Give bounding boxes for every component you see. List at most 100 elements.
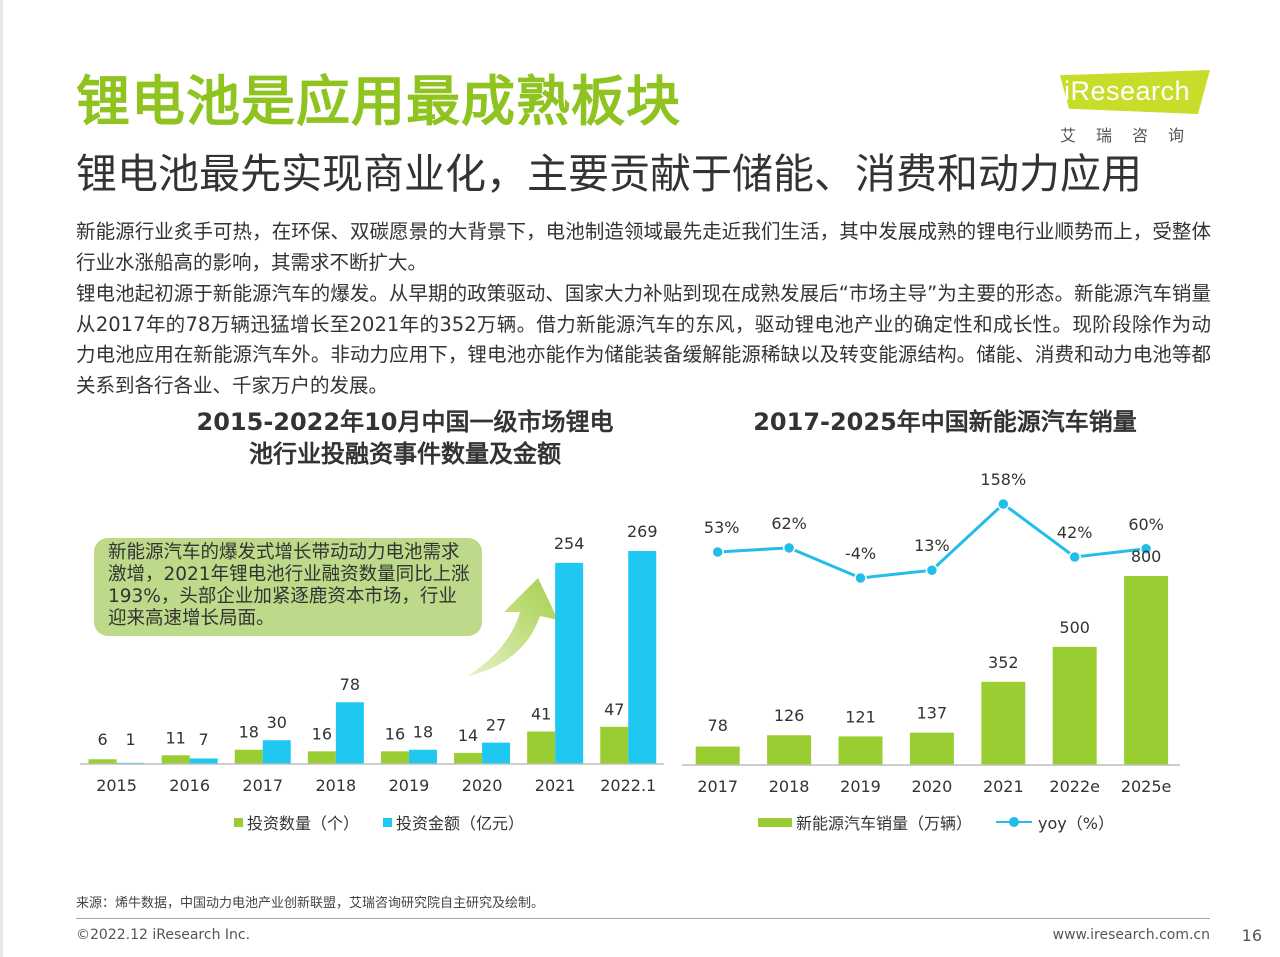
chart2-legend: 新能源汽车销量（万辆） yoy（%） bbox=[758, 810, 1138, 834]
intro-paragraph: 新能源行业炙手可热，在环保、双碳愿景的大背景下，电池制造领域最先走近我们生活，其… bbox=[76, 220, 1211, 274]
x-tick-2015: 2015 bbox=[96, 776, 137, 795]
slide-edge bbox=[0, 0, 3, 957]
chart1-callout: 新能源汽车的爆发式增长带动动力电池需求激增，2021年锂电池行业融资数量同比上涨… bbox=[94, 538, 482, 636]
x-tick-2021: 2021 bbox=[535, 776, 576, 795]
bar-sales-2017 bbox=[695, 746, 740, 765]
x-tick-2018: 2018 bbox=[769, 777, 810, 796]
bar-label-amount-2020: 27 bbox=[486, 716, 506, 735]
bar-sales-2020 bbox=[909, 732, 954, 765]
bar-label-sales-2018: 126 bbox=[774, 706, 805, 725]
bar-label-sales-2025e: 800 bbox=[1131, 547, 1162, 566]
bar-sales-2019 bbox=[838, 736, 883, 765]
yoy-label-2020: 13% bbox=[914, 536, 950, 555]
bar-label-sales-2017: 78 bbox=[708, 716, 728, 735]
bar-count-2016 bbox=[161, 755, 190, 764]
page-subtitle: 锂电池最先实现商业化，主要贡献于储能、消费和动力应用 bbox=[76, 150, 1142, 198]
iresearch-logo: iResearch 艾瑞咨询 bbox=[1056, 68, 1216, 148]
website-link[interactable]: www.iresearch.com.cn bbox=[1052, 927, 1210, 943]
bar-label-count-2015: 6 bbox=[97, 730, 107, 749]
chart1-title: 2015-2022年10月中国一级市场锂电 池行业投融资事件数量及金额 bbox=[180, 406, 630, 470]
page-number: 16 bbox=[1241, 926, 1262, 945]
legend-label-sales: 新能源汽车销量（万辆） bbox=[796, 814, 973, 833]
bar-count-2015 bbox=[88, 759, 117, 764]
growth-arrow-icon bbox=[468, 578, 558, 676]
bar-amount-2019 bbox=[408, 749, 437, 764]
logo-badge bbox=[1060, 70, 1210, 114]
bar-count-2019 bbox=[380, 751, 409, 764]
bar-amount-2020 bbox=[482, 742, 511, 764]
x-tick-2017: 2017 bbox=[697, 777, 738, 796]
yoy-point-2019 bbox=[854, 571, 867, 585]
legend-swatch-sales bbox=[758, 817, 792, 827]
bar-label-count-2021: 41 bbox=[531, 705, 551, 724]
logo-cn-text: 艾瑞咨询 bbox=[1060, 126, 1205, 145]
bar-label-count-2017: 18 bbox=[239, 723, 259, 742]
x-tick-2022e: 2022e bbox=[1049, 777, 1100, 796]
bar-label-amount-2019: 18 bbox=[413, 723, 433, 742]
x-tick-2018: 2018 bbox=[315, 776, 356, 795]
yoy-label-2017: 53% bbox=[704, 518, 740, 537]
bar-count-2018 bbox=[307, 751, 336, 764]
yoy-point-2018 bbox=[782, 541, 796, 555]
x-tick-2025e: 2025e bbox=[1121, 777, 1172, 796]
legend-label-amount: 投资金额（亿元） bbox=[396, 814, 525, 833]
x-tick-2016: 2016 bbox=[169, 776, 210, 795]
x-tick-2020: 2020 bbox=[912, 777, 953, 796]
bar-label-count-2016: 11 bbox=[165, 728, 185, 747]
x-tick-2017: 2017 bbox=[242, 776, 283, 795]
page-title: 锂电池是应用最成熟板块 bbox=[76, 70, 681, 133]
bar-sales-2022e bbox=[1052, 646, 1097, 765]
bar-count-2017 bbox=[234, 749, 263, 764]
legend-label-count: 投资数量（个） bbox=[247, 814, 360, 833]
yoy-label-2021: 158% bbox=[980, 470, 1026, 489]
bar-label-count-2020: 14 bbox=[458, 726, 478, 745]
yoy-label-2018: 62% bbox=[771, 514, 807, 533]
legend-swatch-green bbox=[234, 817, 243, 827]
bar-sales-2025e bbox=[1124, 576, 1169, 765]
bar-amount-2022.1 bbox=[628, 551, 657, 764]
logo-brand-text: iResearch bbox=[1064, 76, 1191, 106]
yoy-label-2025e: 60% bbox=[1128, 515, 1164, 534]
yoy-point-2021 bbox=[997, 497, 1010, 511]
yoy-point-2022e bbox=[1068, 550, 1081, 564]
bar-label-count-2018: 16 bbox=[312, 724, 332, 743]
bar-amount-2016 bbox=[189, 758, 218, 764]
bar-label-amount-2021: 254 bbox=[554, 534, 585, 553]
chart1-title-line2: 池行业投融资事件数量及金额 bbox=[249, 440, 561, 468]
bar-amount-2021 bbox=[555, 562, 584, 764]
bar-amount-2018 bbox=[335, 702, 364, 764]
yoy-label-2022e: 42% bbox=[1057, 523, 1093, 542]
source-note: 来源：烯牛数据，中国动力电池产业创新联盟，艾瑞咨询研究院自主研究及绘制。 bbox=[76, 896, 545, 911]
legend-item-amount: 投资金额（亿元） bbox=[383, 810, 524, 834]
x-tick-2022.1: 2022.1 bbox=[600, 776, 656, 795]
bar-label-amount-2015: 1 bbox=[125, 730, 135, 749]
bar-label-amount-2017: 30 bbox=[267, 713, 287, 732]
yoy-point-2020 bbox=[925, 563, 939, 577]
legend-item-yoy: yoy（%） bbox=[996, 810, 1114, 834]
yoy-label-2019: -4% bbox=[845, 544, 876, 563]
footer-divider bbox=[76, 918, 1210, 919]
bar-label-amount-2022.1: 269 bbox=[627, 522, 658, 541]
chart1-legend: 投资数量（个） 投资金额（亿元） bbox=[234, 810, 548, 834]
bar-label-sales-2022e: 500 bbox=[1059, 618, 1090, 637]
bar-label-sales-2020: 137 bbox=[917, 704, 948, 723]
yoy-point-2025e bbox=[1139, 542, 1153, 556]
chart1-title-line1: 2015-2022年10月中国一级市场锂电 bbox=[196, 408, 614, 436]
bar-count-2021 bbox=[527, 731, 556, 764]
bar-label-amount-2018: 78 bbox=[340, 675, 360, 694]
x-tick-2020: 2020 bbox=[462, 776, 503, 795]
yoy-point-2017 bbox=[711, 545, 724, 559]
copyright: ©2022.12 iResearch Inc. bbox=[76, 927, 251, 943]
bar-sales-2021 bbox=[981, 681, 1026, 765]
legend-item-count: 投资数量（个） bbox=[234, 810, 359, 834]
bar-label-count-2022.1: 47 bbox=[604, 700, 624, 719]
bar-label-count-2019: 16 bbox=[385, 724, 405, 743]
bar-count-2020 bbox=[454, 752, 483, 764]
legend-label-yoy: yoy（%） bbox=[1038, 814, 1114, 833]
bar-label-sales-2021: 352 bbox=[988, 653, 1019, 672]
bar-label-amount-2016: 7 bbox=[199, 730, 209, 749]
legend-swatch-yoy bbox=[996, 817, 1033, 827]
x-tick-2021: 2021 bbox=[983, 777, 1024, 796]
